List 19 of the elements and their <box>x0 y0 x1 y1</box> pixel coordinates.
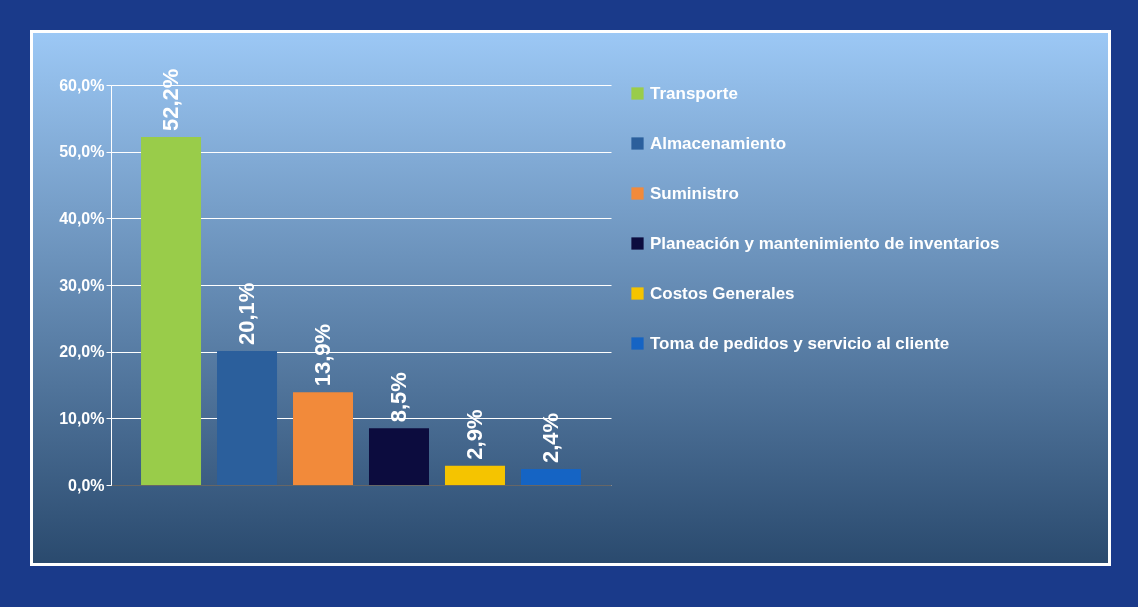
y-tick-label: 10,0% <box>59 409 105 427</box>
data-label: 2,4% <box>537 412 563 463</box>
legend-label: Planeación y mantenimiento de inventarios <box>650 233 1000 253</box>
y-tick-label: 0,0% <box>68 476 105 494</box>
y-tick-label: 40,0% <box>59 209 105 227</box>
legend-label: Costos Generales <box>650 283 795 303</box>
data-label: 13,9% <box>310 323 336 387</box>
legend-label: Suministro <box>650 183 739 203</box>
data-label: 20,1% <box>234 282 260 345</box>
y-tick-label: 30,0% <box>59 276 105 294</box>
y-tick-label: 50,0% <box>59 143 105 161</box>
data-label: 52,2% <box>158 68 184 131</box>
data-label: 8,5% <box>385 372 411 423</box>
legend-label: Transporte <box>650 83 738 103</box>
y-tick-label: 60,0% <box>59 76 105 94</box>
data-label: 2,9% <box>461 409 487 460</box>
legend-label: Almacenamiento <box>650 133 787 153</box>
y-tick-label: 20,0% <box>59 343 105 361</box>
legend-label: Toma de pedidos y servicio al cliente <box>650 333 950 353</box>
